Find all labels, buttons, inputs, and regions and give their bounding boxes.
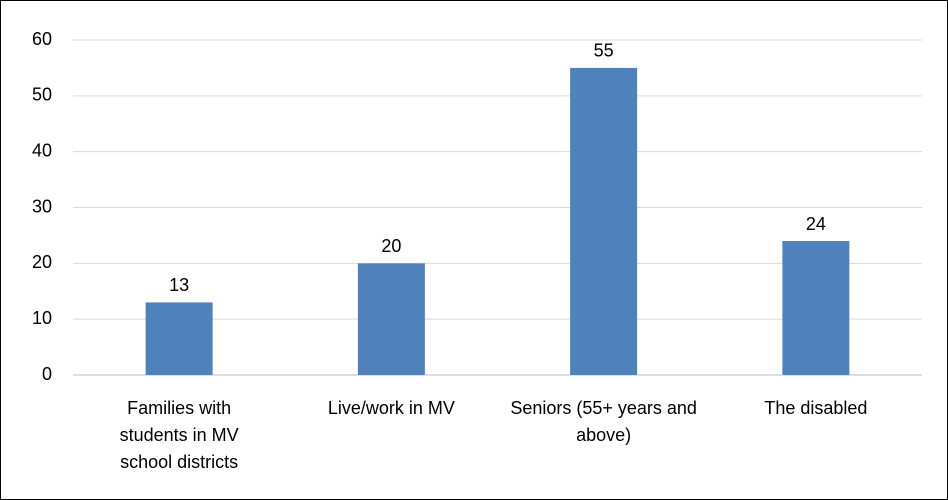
x-tick-label-box: Families with students in MV school dist…: [119, 398, 239, 472]
x-tick-label: Seniors (55+ years and above): [510, 398, 697, 445]
y-tick-label: 0: [42, 364, 52, 384]
data-label: 24: [806, 214, 826, 234]
y-tick-label: 10: [32, 308, 52, 328]
bar: [357, 263, 425, 375]
x-tick-label: Live/work in MV: [327, 398, 455, 418]
x-tick-label: The disabled: [764, 398, 868, 418]
y-tick-label: 50: [32, 85, 52, 105]
y-tick-label: 20: [32, 252, 52, 272]
x-tick-label-box: Seniors (55+ years and above): [510, 398, 697, 445]
data-label: 20: [381, 236, 401, 256]
data-label: 55: [594, 41, 614, 61]
bar: [145, 302, 213, 375]
data-label: 13: [169, 275, 189, 295]
bar: [782, 241, 850, 375]
bar: [570, 67, 638, 376]
x-tick-label-box: Live/work in MV: [327, 398, 455, 418]
y-tick-label: 60: [32, 29, 52, 49]
x-tick-label: Families with students in MV school dist…: [119, 398, 239, 472]
y-tick-label: 30: [32, 196, 52, 216]
x-tick-label-box: The disabled: [764, 398, 868, 418]
y-tick-label: 40: [32, 140, 52, 160]
